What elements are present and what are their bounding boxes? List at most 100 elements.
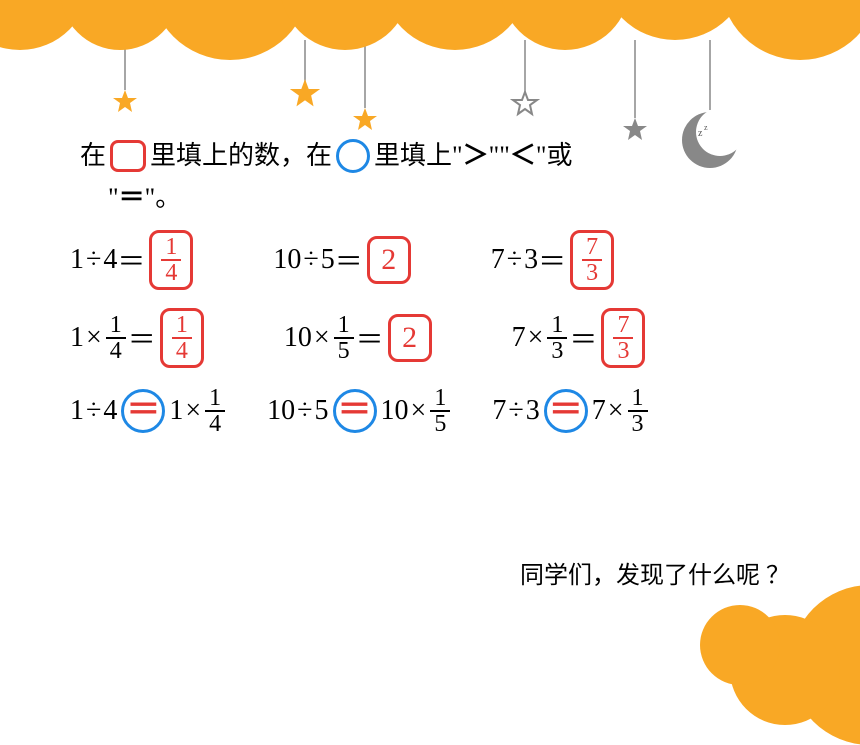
frac: 1 4 <box>205 386 225 436</box>
svg-text:z: z <box>698 128 703 139</box>
den: 4 <box>106 339 126 363</box>
lt-sym: ＜ <box>510 135 536 177</box>
frac: 1 5 <box>334 313 354 363</box>
den: 4 <box>161 261 181 285</box>
answer-box[interactable]: 2 <box>388 314 432 362</box>
comp: ＝ <box>338 394 372 428</box>
val: 7 <box>492 395 506 427</box>
expr-c3-r3: 7 ÷ 3 ＝ 7 × 1 3 <box>492 386 649 436</box>
frac: 1 4 <box>106 313 126 363</box>
row-1: 1 ÷ 4 ＝ 1 4 10 ÷ 5 ＝ 2 7 ÷ 3 <box>70 230 810 290</box>
answer-box[interactable]: 7 3 <box>570 230 614 290</box>
val: 1 <box>169 395 183 427</box>
compare-circle[interactable]: ＝ <box>544 389 588 433</box>
instr-p1: 在 <box>80 135 106 177</box>
red-square-icon <box>110 140 146 172</box>
den: 5 <box>430 412 450 436</box>
comp: ＝ <box>549 394 583 428</box>
val: 10 <box>284 322 312 354</box>
val: 1 <box>70 322 84 354</box>
expr-c1-r3: 1 ÷ 4 ＝ 1 × 1 4 <box>70 386 227 436</box>
op: × <box>526 322 546 354</box>
val: 3 <box>524 244 538 276</box>
instr-p2: 里填上的数，在 <box>150 135 332 177</box>
den: 3 <box>582 261 602 285</box>
op: × <box>606 395 626 427</box>
val: 1 <box>70 244 84 276</box>
compare-circle[interactable]: ＝ <box>121 389 165 433</box>
answer-box[interactable]: 1 4 <box>149 230 193 290</box>
frac: 1 3 <box>628 386 648 436</box>
val: 7 <box>512 322 526 354</box>
eq: ＝ <box>117 240 145 280</box>
op: × <box>84 322 104 354</box>
val: 10 <box>381 395 409 427</box>
op: ÷ <box>84 395 103 427</box>
instr-p3: 里填上" <box>374 135 463 177</box>
num: 7 <box>613 313 633 337</box>
op: ÷ <box>295 395 314 427</box>
expr-c2-r2: 10 × 1 5 ＝ 2 <box>284 313 432 363</box>
eq: ＝ <box>538 240 566 280</box>
val: 7 <box>592 395 606 427</box>
instr-l2b: "。 <box>145 177 182 219</box>
eq: ＝ <box>128 318 156 358</box>
row-3: 1 ÷ 4 ＝ 1 × 1 4 10 ÷ 5 ＝ 10 × 1 5 7 ÷ <box>70 386 810 436</box>
instr-m2: "或 <box>536 135 573 177</box>
op: × <box>183 395 203 427</box>
prompt-text: 同学们，发现了什么呢 ？ <box>520 555 790 590</box>
answer-frac: 1 4 <box>161 235 181 285</box>
num: 1 <box>106 313 126 337</box>
den: 3 <box>547 339 567 363</box>
den: 4 <box>205 412 225 436</box>
eq-sym: ＝ <box>119 177 145 219</box>
answer-frac: 7 3 <box>582 235 602 285</box>
val: 5 <box>315 395 329 427</box>
val: 3 <box>526 395 540 427</box>
frac: 1 3 <box>547 313 567 363</box>
den: 4 <box>172 339 192 363</box>
cloud-banner <box>0 0 860 90</box>
expr-c2-r1: 10 ÷ 5 ＝ 2 <box>273 236 410 284</box>
val: 7 <box>491 244 505 276</box>
op: × <box>312 322 332 354</box>
eq: ＝ <box>356 318 384 358</box>
compare-circle[interactable]: ＝ <box>333 389 377 433</box>
answer-box[interactable]: 2 <box>367 236 411 284</box>
op: × <box>409 395 429 427</box>
answer-frac: 1 4 <box>172 313 192 363</box>
expr-c1-r1: 1 ÷ 4 ＝ 1 4 <box>70 230 193 290</box>
expr-c3-r1: 7 ÷ 3 ＝ 7 3 <box>491 230 614 290</box>
answer: 2 <box>381 243 396 277</box>
expr-c3-r2: 7 × 1 3 ＝ 7 3 <box>512 308 646 368</box>
val: 5 <box>321 244 335 276</box>
op: ÷ <box>505 244 524 276</box>
instr-l2a: " <box>108 177 119 219</box>
op: ÷ <box>301 244 320 276</box>
num: 7 <box>582 235 602 259</box>
eq: ＝ <box>569 318 597 358</box>
instr-m1: "" <box>489 135 510 177</box>
val: 10 <box>273 244 301 276</box>
num: 1 <box>628 386 648 410</box>
expr-c1-r2: 1 × 1 4 ＝ 1 4 <box>70 308 204 368</box>
frac: 1 5 <box>430 386 450 436</box>
num: 1 <box>430 386 450 410</box>
den: 5 <box>334 339 354 363</box>
op: ÷ <box>506 395 525 427</box>
val: 1 <box>70 395 84 427</box>
den: 3 <box>628 412 648 436</box>
val: 4 <box>103 395 117 427</box>
num: 1 <box>205 386 225 410</box>
den: 3 <box>613 339 633 363</box>
instruction-text: 在 里填上的数，在 里填上" ＞ "" ＜ "或 " ＝ "。 <box>80 135 573 218</box>
num: 1 <box>161 235 181 259</box>
gt-sym: ＞ <box>463 135 489 177</box>
answer-box[interactable]: 7 3 <box>601 308 645 368</box>
blue-circle-icon <box>336 139 370 173</box>
num: 1 <box>172 313 192 337</box>
val: 10 <box>267 395 295 427</box>
answer-box[interactable]: 1 4 <box>160 308 204 368</box>
op: ÷ <box>84 244 103 276</box>
val: 4 <box>103 244 117 276</box>
